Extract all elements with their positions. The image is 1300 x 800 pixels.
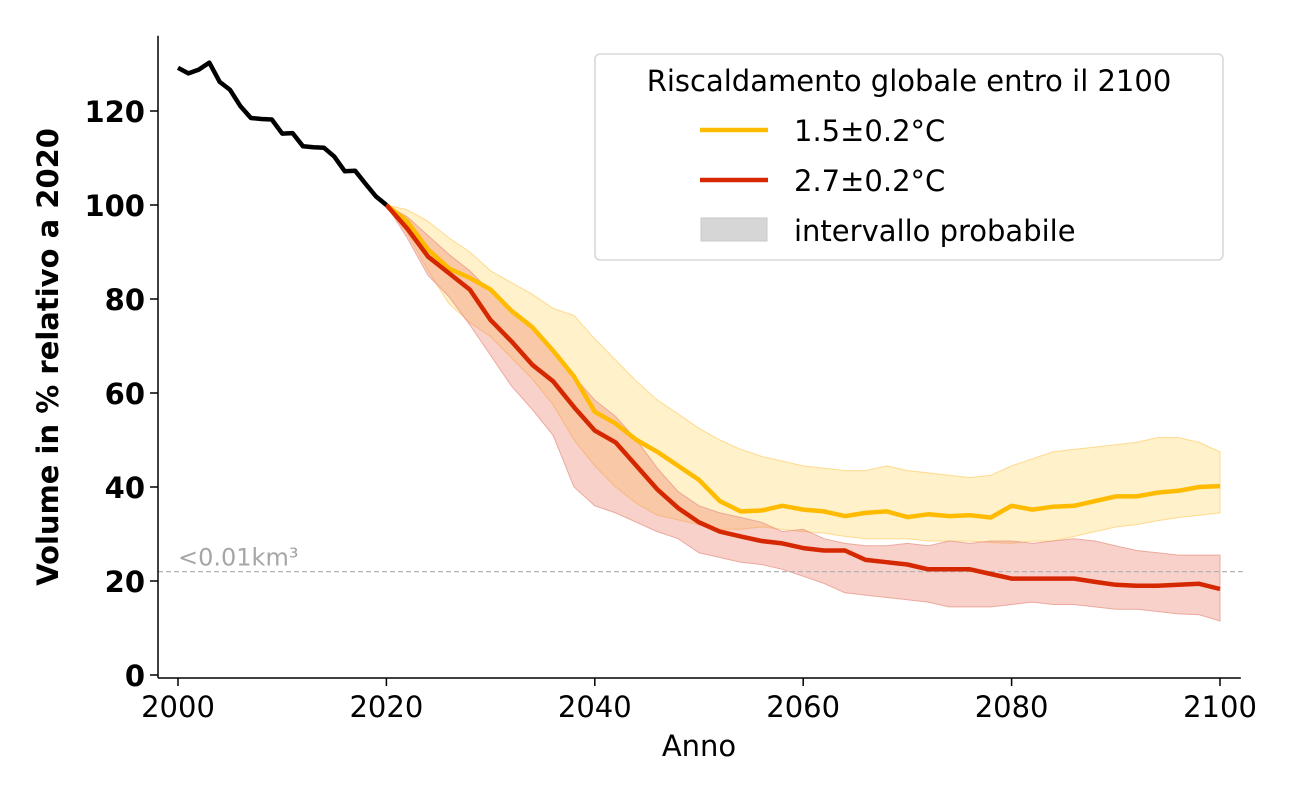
legend-swatch-likely-range <box>700 217 768 242</box>
x-tick-label: 2100 <box>1183 690 1257 724</box>
legend-label-1-5c: 1.5±0.2°C <box>794 114 945 148</box>
y-axis-title: Volume in % relativo a 2020 <box>31 128 65 586</box>
x-tick-label: 2000 <box>141 690 215 724</box>
legend-label-2-7c: 2.7±0.2°C <box>794 164 945 198</box>
threshold-annotation: <0.01km³ <box>158 544 1243 573</box>
series-lines <box>176 60 1221 592</box>
series-line-historical <box>176 60 388 207</box>
x-axis-title: Anno <box>662 729 736 763</box>
legend-label-likely-range: intervallo probabile <box>794 214 1076 248</box>
y-tick-label: 20 <box>105 565 145 599</box>
legend: Riscaldamento globale entro il 2100 1.5±… <box>594 53 1224 261</box>
y-tick-label: 120 <box>84 95 145 129</box>
x-tick-label: 2080 <box>975 690 1049 724</box>
likely-range-bands <box>385 204 1221 622</box>
likely-range-band-1-5c <box>385 204 1221 544</box>
y-ticks: 0 20 40 60 80 100 120 <box>84 95 158 693</box>
legend-frame <box>594 53 1224 261</box>
y-tick-label: 60 <box>105 377 145 411</box>
series-line-2-7c <box>384 203 1221 592</box>
y-tick-label: 40 <box>105 471 145 505</box>
x-ticks: 2000 2020 2040 2060 2080 2100 <box>141 678 1257 724</box>
y-tick-label: 0 <box>125 659 145 693</box>
series-line-1-5c <box>385 203 1221 520</box>
x-tick-label: 2020 <box>349 690 423 724</box>
x-tick-label: 2040 <box>558 690 632 724</box>
y-tick-label: 100 <box>84 189 145 223</box>
y-tick-label: 80 <box>105 283 145 317</box>
legend-title: Riscaldamento globale entro il 2100 <box>647 64 1172 98</box>
threshold-label: <0.01km³ <box>178 544 298 572</box>
likely-range-band-2-7c <box>385 204 1221 622</box>
x-tick-label: 2060 <box>766 690 840 724</box>
